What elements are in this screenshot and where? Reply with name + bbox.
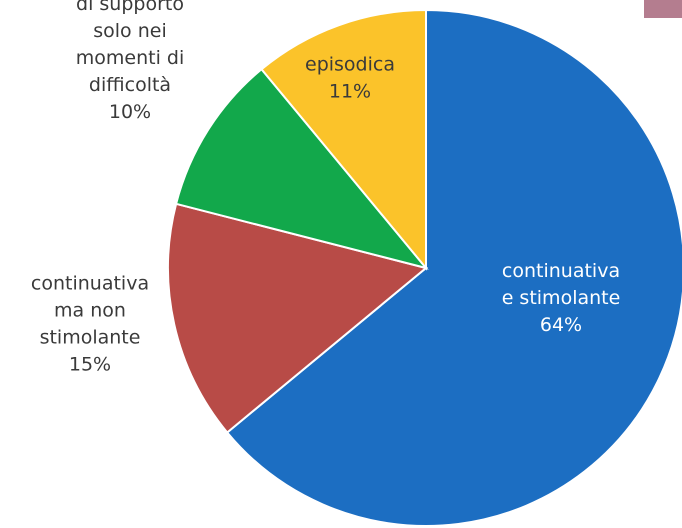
pie-labels: continuativa e stimolante 64% continuativa m… bbox=[31, 0, 620, 376]
pie-slice-3 bbox=[260, 8, 427, 271]
pie-slice-1 bbox=[167, 202, 429, 434]
slice-category-label: momenti di bbox=[76, 47, 184, 69]
slice-category-label: stimolante bbox=[40, 327, 141, 349]
slice-value-label: 10% bbox=[109, 101, 151, 123]
slice-category-label: continuativa bbox=[31, 273, 149, 295]
pie-slice-0 bbox=[225, 8, 682, 527]
slice-category-label: ma non bbox=[54, 300, 126, 322]
slice-category-label: solo nei bbox=[93, 20, 166, 42]
slice-label-2: di supporto solo nei momenti di difficoltà 1… bbox=[76, 0, 184, 123]
corner-decoration bbox=[644, 0, 682, 18]
slice-value-label: 15% bbox=[69, 354, 111, 376]
slice-category-label: difficoltà bbox=[89, 74, 171, 96]
slice-category-label: continuativa bbox=[502, 260, 620, 282]
slice-label-1: continuativa ma non stimolante 15% bbox=[31, 273, 149, 376]
slice-label-3: episodica 11% bbox=[305, 54, 395, 103]
slice-label-0: continuativa e stimolante 64% bbox=[502, 260, 621, 336]
slice-category-label: di supporto bbox=[76, 0, 184, 15]
pie-slices bbox=[167, 8, 682, 527]
slice-value-label: 11% bbox=[329, 81, 371, 103]
slice-category-label: e stimolante bbox=[502, 287, 621, 309]
pie-slice-2 bbox=[174, 67, 429, 270]
slice-category-label: episodica bbox=[305, 54, 395, 76]
slice-value-label: 64% bbox=[540, 314, 582, 336]
